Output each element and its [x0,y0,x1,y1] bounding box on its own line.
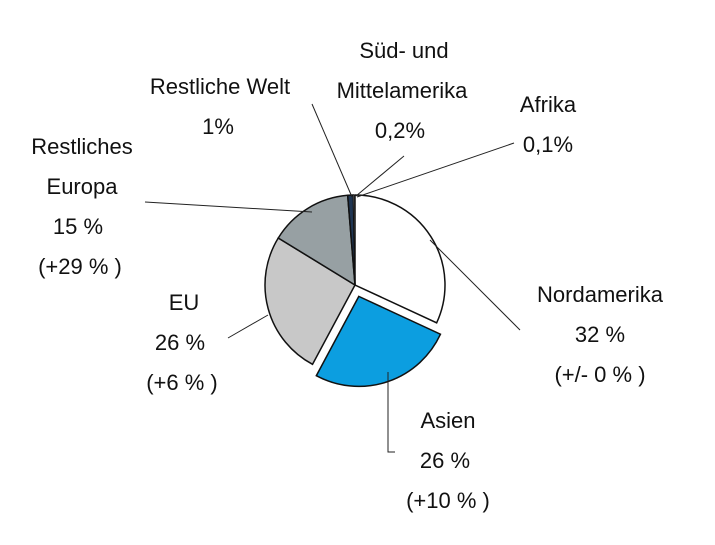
pie-slice-asien [315,295,442,388]
slice-change-eu: (+6 % ) [146,370,218,395]
slice-change-restliches-europa: (+29 % ) [38,254,122,279]
slice-label-eu: EU [169,290,200,315]
leader-line-afrika [356,142,515,198]
leader-line-restliches-europa [144,201,313,213]
slice-value-afrika: 0,1% [523,132,573,157]
slice-value-restliches-europa: 15 % [53,214,103,239]
slice-label-afrika: Afrika [520,92,577,117]
leader-line-sued-mittelamerika [355,155,405,197]
slice-value-restliche-welt: 1% [202,114,234,139]
slice-value-asien: 26 % [420,448,470,473]
leader-line-nordamerika [429,239,521,331]
pie-slice-eu [264,236,356,366]
slice-label-restliche-welt: Restliche Welt [150,74,290,99]
slice-value-nordamerika: 32 % [575,322,625,347]
slice-label-sued-mittelamerika-line1: Süd- und [359,38,448,63]
pie-slice-restliches-europa [277,194,356,287]
slice-label-restliches-europa-line1: Restliches [31,134,132,159]
slice-label-nordamerika: Nordamerika [537,282,664,307]
slice-value-eu: 26 % [155,330,205,355]
slice-label-restliches-europa-line2: Europa [47,174,119,199]
leader-line-eu [227,314,269,339]
leader-line-restliche-welt [311,103,353,198]
leader-lines [144,103,521,453]
leader-line-asien [387,372,395,453]
pie-slices [264,194,446,388]
slice-value-sued-mittelamerika: 0,2% [375,118,425,143]
slice-change-nordamerika: (+/- 0 % ) [554,362,645,387]
pie-slice-afrika [354,194,356,286]
slice-change-asien: (+10 % ) [406,488,490,513]
pie-slice-nordamerika [354,194,446,324]
slice-label-asien: Asien [420,408,475,433]
slice-label-sued-mittelamerika-line2: Mittelamerika [337,78,469,103]
